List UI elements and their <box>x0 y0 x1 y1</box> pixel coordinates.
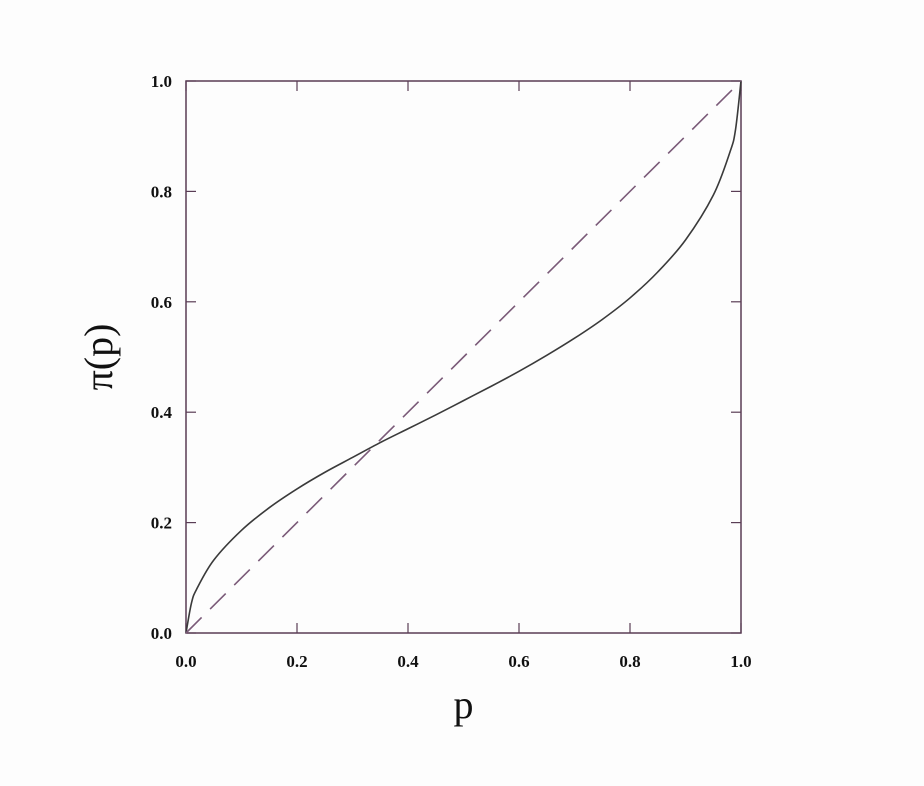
y-tick-label: 0.6 <box>151 293 172 312</box>
y-tick-label: 0.0 <box>151 624 172 643</box>
diagonal-reference-line <box>185 80 742 634</box>
y-axis-label: π(p) <box>76 324 121 391</box>
y-tick-label: 1.0 <box>151 72 172 91</box>
y-tick-label: 0.4 <box>151 403 173 422</box>
x-axis-label: p <box>454 682 474 727</box>
x-tick-label: 0.6 <box>508 652 529 671</box>
x-tick-label: 0.2 <box>286 652 307 671</box>
y-tick-label: 0.2 <box>151 514 172 533</box>
weighting-curve <box>185 80 742 634</box>
x-tick-label: 1.0 <box>730 652 751 671</box>
x-tick-label: 0.4 <box>397 652 419 671</box>
x-tick-label: 0.0 <box>175 652 196 671</box>
x-tick-label: 0.8 <box>619 652 640 671</box>
y-tick-label: 0.8 <box>151 182 172 201</box>
plot-frame <box>185 80 742 634</box>
